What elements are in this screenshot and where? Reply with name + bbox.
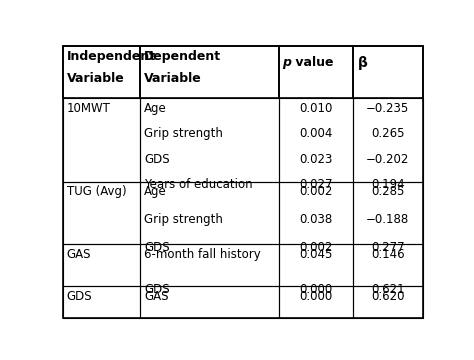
Bar <box>353 46 423 98</box>
Text: 10MWT: 10MWT <box>66 102 110 115</box>
Bar <box>140 286 279 318</box>
Bar <box>140 182 279 244</box>
Text: GDS: GDS <box>144 153 170 166</box>
Text: Dependent: Dependent <box>144 50 221 63</box>
Text: 0.000: 0.000 <box>299 283 332 296</box>
Bar <box>63 46 140 98</box>
Text: 0.002: 0.002 <box>299 185 333 198</box>
Text: 0.045: 0.045 <box>299 248 333 261</box>
Bar <box>63 182 140 244</box>
Text: −0.202: −0.202 <box>366 153 410 166</box>
Bar <box>63 98 140 182</box>
Bar <box>279 286 353 318</box>
Text: −0.235: −0.235 <box>366 102 410 115</box>
Bar <box>279 182 353 244</box>
Text: p: p <box>283 56 292 69</box>
Text: value: value <box>291 56 333 69</box>
Text: 0.194: 0.194 <box>371 178 405 191</box>
Bar <box>140 244 279 286</box>
Bar <box>279 98 353 182</box>
Text: 0.023: 0.023 <box>299 153 333 166</box>
Bar <box>63 286 140 318</box>
Text: 0.000: 0.000 <box>299 290 332 303</box>
Text: β: β <box>358 56 368 70</box>
Bar <box>63 244 140 286</box>
Bar <box>140 46 279 98</box>
Text: Variable: Variable <box>66 72 124 85</box>
Text: Variable: Variable <box>144 72 202 85</box>
Text: 0.285: 0.285 <box>371 185 404 198</box>
Text: GAS: GAS <box>144 290 168 303</box>
Text: 0.265: 0.265 <box>371 127 405 140</box>
Bar <box>353 286 423 318</box>
Text: GDS: GDS <box>144 283 170 296</box>
Bar <box>353 98 423 182</box>
Text: 0.038: 0.038 <box>299 213 332 226</box>
Bar <box>353 182 423 244</box>
Text: 0.002: 0.002 <box>299 241 333 254</box>
Bar <box>279 244 353 286</box>
Text: 0.620: 0.620 <box>371 290 405 303</box>
Text: GDS: GDS <box>66 290 92 303</box>
Text: GDS: GDS <box>144 241 170 254</box>
Text: GAS: GAS <box>66 248 91 261</box>
Bar <box>353 244 423 286</box>
Text: TUG (Avg): TUG (Avg) <box>66 185 126 198</box>
Text: −0.188: −0.188 <box>366 213 410 226</box>
Text: 0.010: 0.010 <box>299 102 333 115</box>
Text: Years of education: Years of education <box>144 178 253 191</box>
Text: 0.146: 0.146 <box>371 248 405 261</box>
Bar <box>279 46 353 98</box>
Text: 0.004: 0.004 <box>299 127 333 140</box>
Text: Grip strength: Grip strength <box>144 213 223 226</box>
Text: 0.621: 0.621 <box>371 283 405 296</box>
Text: 6-month fall history: 6-month fall history <box>144 248 261 261</box>
Text: 0.277: 0.277 <box>371 241 405 254</box>
Bar <box>140 98 279 182</box>
Text: Grip strength: Grip strength <box>144 127 223 140</box>
Text: Independent: Independent <box>66 50 156 63</box>
Text: Age: Age <box>144 185 167 198</box>
Text: Age: Age <box>144 102 167 115</box>
Text: 0.027: 0.027 <box>299 178 333 191</box>
